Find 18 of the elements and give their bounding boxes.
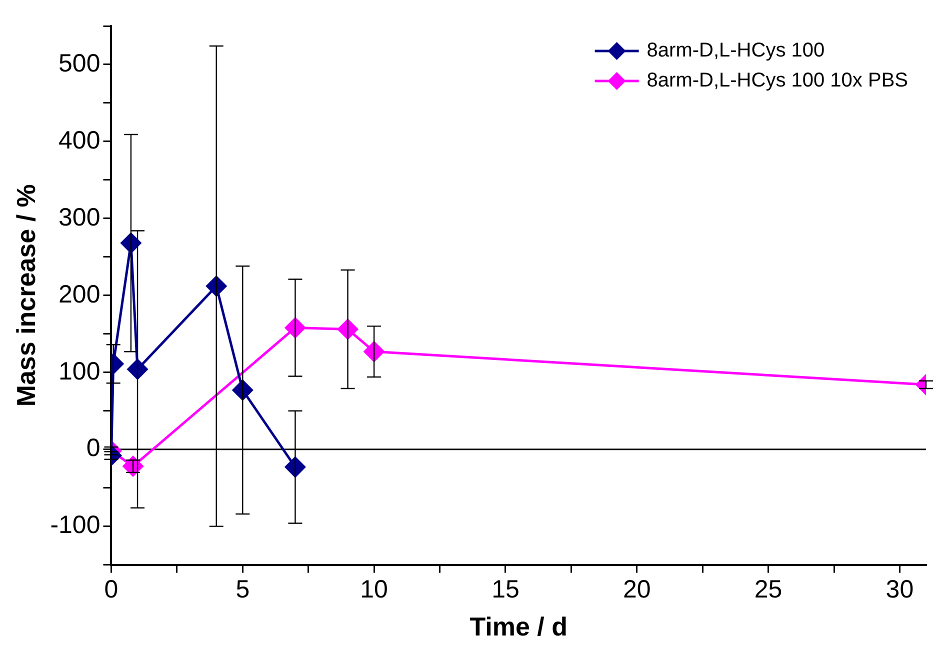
y-tick-label: 300	[58, 203, 100, 232]
legend-label: 8arm-D,L-HCys 100 10x PBS	[646, 70, 908, 92]
legend-label: 8arm-D,L-HCys 100	[646, 40, 825, 62]
y-tick-label: 400	[58, 126, 100, 154]
y-tick-label: -100	[50, 511, 100, 540]
x-tick-label: 0	[104, 576, 118, 604]
x-tick-label: 15	[492, 576, 520, 604]
x-axis-title: Time / d	[470, 612, 568, 642]
x-tick-label: 30	[886, 576, 914, 604]
y-tick-label: 100	[58, 357, 100, 386]
x-tick-label: 20	[622, 576, 651, 604]
x-tick-label: 5	[236, 576, 250, 604]
y-tick-label: 200	[58, 280, 100, 308]
y-tick-label: 500	[58, 49, 100, 78]
x-tick-label: 25	[754, 576, 782, 604]
y-axis-title: Mass increase / %	[10, 184, 41, 407]
x-tick-label: 10	[360, 576, 388, 604]
y-tick-label: 0	[86, 434, 100, 462]
